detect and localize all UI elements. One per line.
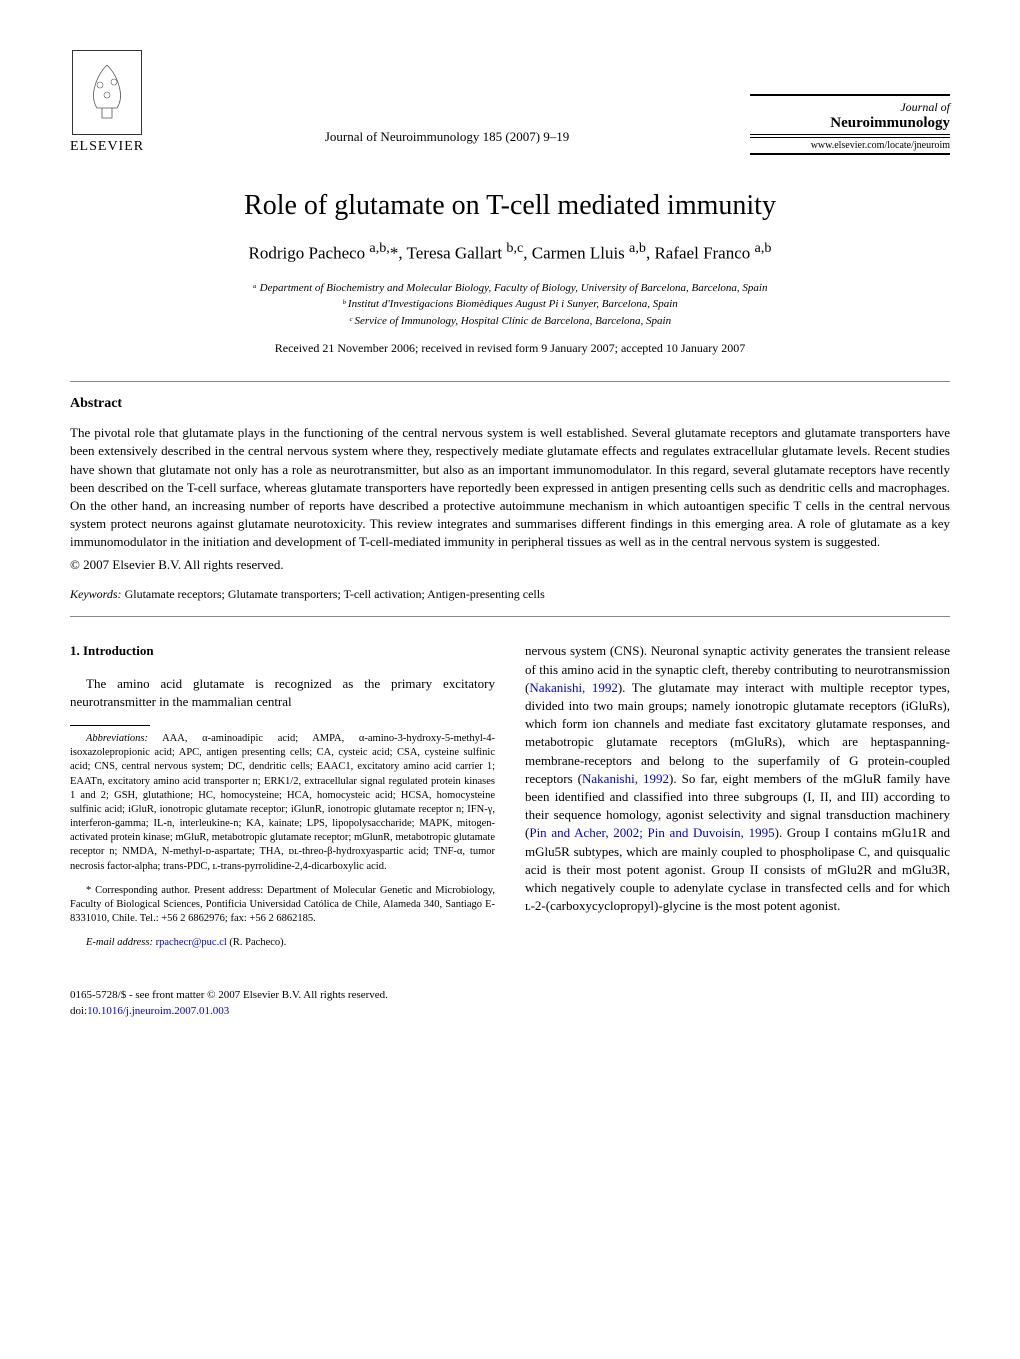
email-footnote: E-mail address: rpachecr@puc.cl (R. Pach… bbox=[70, 936, 495, 950]
divider-rule bbox=[70, 381, 950, 382]
page-header: ELSEVIER Journal of Neuroimmunology 185 … bbox=[70, 50, 950, 155]
publisher-logo-block: ELSEVIER bbox=[70, 50, 144, 155]
affiliation-b: ᵇ Institut d'Investigacions Biomèdiques … bbox=[70, 296, 950, 313]
article-dates: Received 21 November 2006; received in r… bbox=[70, 341, 950, 356]
elsevier-tree-icon bbox=[72, 50, 142, 135]
citation-nakanishi-2[interactable]: Nakanishi, 1992 bbox=[582, 771, 669, 786]
journal-reference: Journal of Neuroimmunology 185 (2007) 9–… bbox=[144, 129, 750, 155]
authors-line: Rodrigo Pacheco a,b,*, Teresa Gallart b,… bbox=[70, 240, 950, 264]
affiliation-a: ᵃ Department of Biochemistry and Molecul… bbox=[70, 280, 950, 297]
page-footer: 0165-5728/$ - see front matter © 2007 El… bbox=[70, 988, 950, 1019]
abbrev-label: Abbreviations: bbox=[86, 733, 148, 744]
abstract-copyright: © 2007 Elsevier B.V. All rights reserved… bbox=[70, 557, 950, 573]
journal-name: Neuroimmunology bbox=[750, 115, 950, 132]
body-columns: 1. Introduction The amino acid glutamate… bbox=[70, 642, 950, 960]
keywords-label: Keywords: bbox=[70, 587, 122, 601]
doi-label: doi: bbox=[70, 1005, 87, 1017]
article-title: Role of glutamate on T-cell mediated imm… bbox=[70, 190, 950, 222]
left-column: 1. Introduction The amino acid glutamate… bbox=[70, 642, 495, 960]
section-1-heading: 1. Introduction bbox=[70, 642, 495, 660]
email-link[interactable]: rpachecr@puc.cl bbox=[153, 937, 227, 948]
email-suffix: (R. Pacheco). bbox=[227, 937, 286, 948]
corresponding-author-footnote: * Corresponding author. Present address:… bbox=[70, 884, 495, 927]
footer-doi-line: doi:10.1016/j.jneuroim.2007.01.003 bbox=[70, 1004, 950, 1019]
journal-url: www.elsevier.com/locate/jneuroim bbox=[750, 140, 950, 151]
abstract-text: The pivotal role that glutamate plays in… bbox=[70, 424, 950, 551]
footer-copyright: 0165-5728/$ - see front matter © 2007 El… bbox=[70, 988, 950, 1003]
keywords-line: Keywords: Glutamate receptors; Glutamate… bbox=[70, 587, 950, 602]
abstract-heading: Abstract bbox=[70, 396, 950, 412]
right-column: nervous system (CNS). Neuronal synaptic … bbox=[525, 642, 950, 960]
intro-p1-left: The amino acid glutamate is recognized a… bbox=[70, 675, 495, 711]
tree-icon bbox=[82, 60, 132, 125]
abbreviations-footnote: Abbreviations: AAA, α-aminoadipic acid; … bbox=[70, 732, 495, 874]
intro-p1-right: nervous system (CNS). Neuronal synaptic … bbox=[525, 642, 950, 915]
footnote-rule bbox=[70, 725, 150, 726]
email-label: E-mail address: bbox=[86, 937, 153, 948]
abbrev-text: AAA, α-aminoadipic acid; AMPA, α-amino-3… bbox=[70, 733, 495, 872]
affiliation-c: ᶜ Service of Immunology, Hospital Clínic… bbox=[70, 313, 950, 330]
keywords-text: Glutamate receptors; Glutamate transport… bbox=[122, 587, 545, 601]
citation-pin[interactable]: Pin and Acher, 2002; Pin and Duvoisin, 1… bbox=[529, 825, 774, 840]
publisher-name: ELSEVIER bbox=[70, 139, 144, 155]
journal-branding: Journal of Neuroimmunology www.elsevier.… bbox=[750, 94, 950, 155]
journal-url-box: www.elsevier.com/locate/jneuroim bbox=[750, 137, 950, 155]
doi-link[interactable]: 10.1016/j.jneuroim.2007.01.003 bbox=[87, 1005, 229, 1017]
journal-of-label: Journal of bbox=[750, 100, 950, 115]
citation-nakanishi-1[interactable]: Nakanishi, 1992 bbox=[529, 680, 618, 695]
divider-rule-2 bbox=[70, 616, 950, 617]
journal-title-box: Journal of Neuroimmunology bbox=[750, 94, 950, 135]
affiliations-block: ᵃ Department of Biochemistry and Molecul… bbox=[70, 280, 950, 330]
